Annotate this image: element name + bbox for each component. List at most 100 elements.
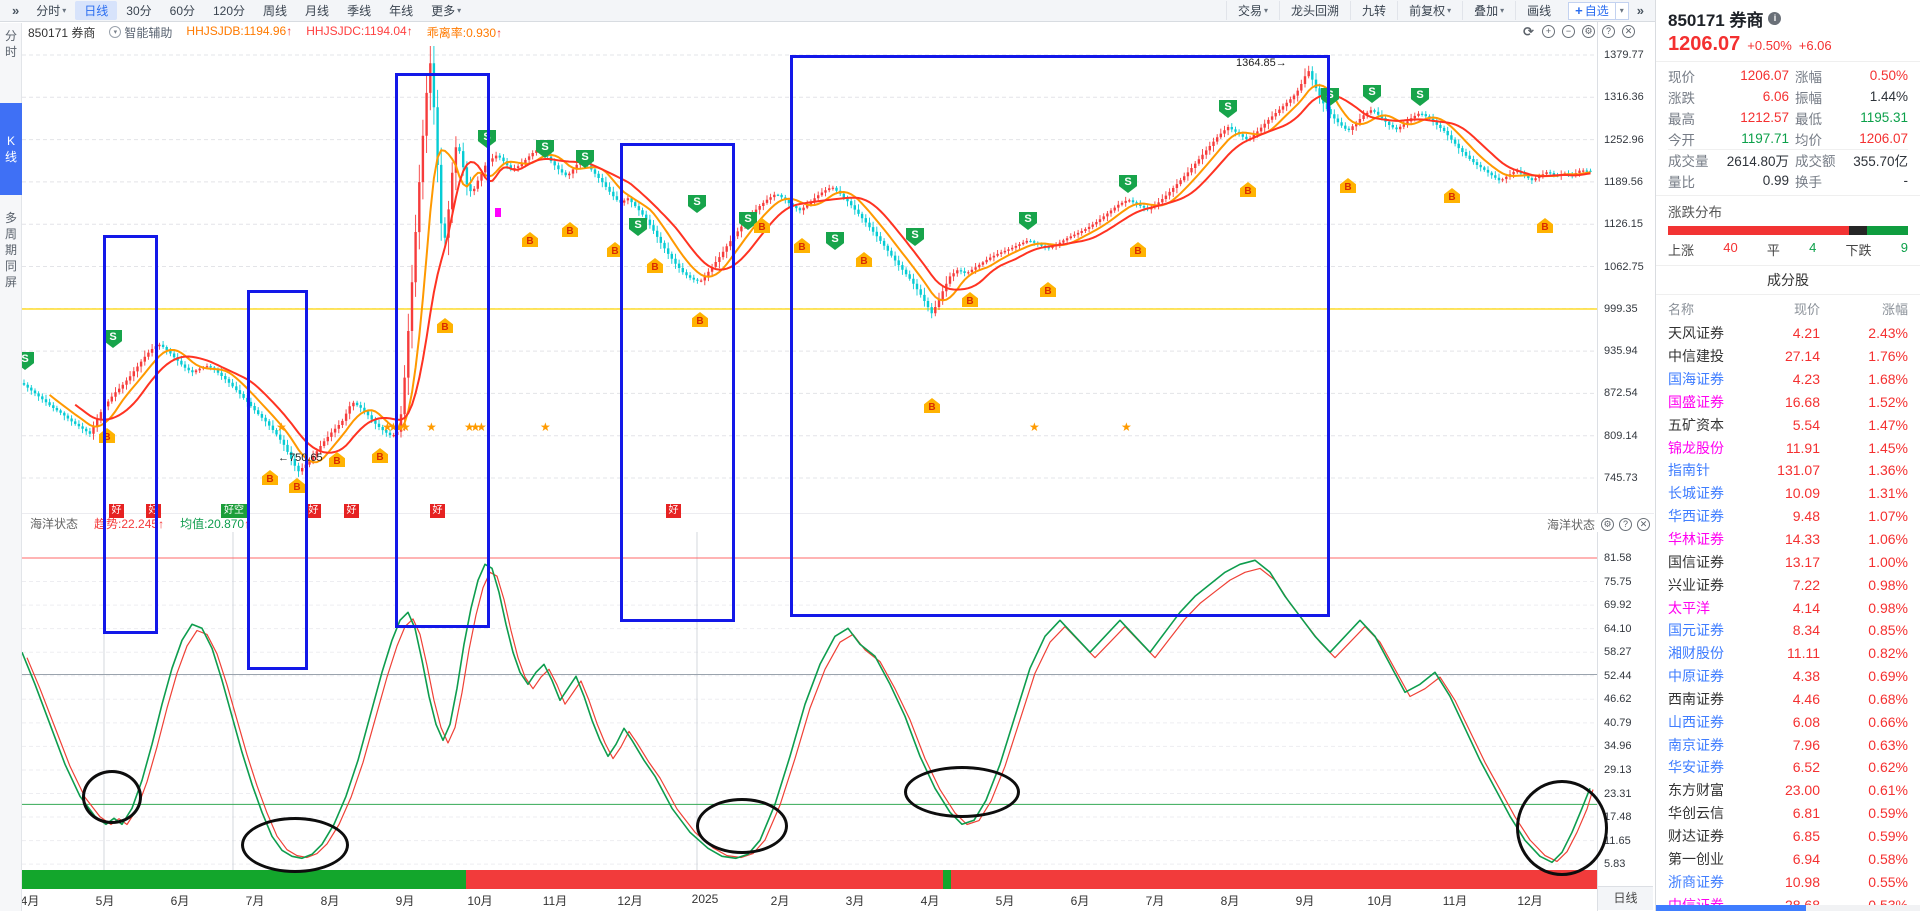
stock-name: 国信证券 — [1668, 553, 1724, 570]
tools-toolbar: 交易 ▾ 龙头回溯 九转 前复权 ▾ 叠加 ▾ 画线 + 自选 ▾ » — [1226, 0, 1652, 21]
stock-price: 4.21 — [1792, 325, 1820, 342]
chart-controls: ⟳ + − ⚙? ✕ — [1522, 25, 1635, 38]
chart-close-icon[interactable]: ✕ — [1622, 25, 1635, 38]
period-footer-tab[interactable]: 日线 — [1598, 886, 1653, 910]
stock-change: 0.66% — [1868, 713, 1908, 730]
component-row[interactable]: 南京证券 7.96 0.63% — [1656, 733, 1920, 756]
period-tab-8[interactable]: 年线 — [389, 4, 414, 18]
period-tab-5[interactable]: 周线 — [263, 4, 288, 18]
component-row[interactable]: 长城证券 10.09 1.31% — [1656, 482, 1920, 505]
component-row[interactable]: 中原证券 4.38 0.69% — [1656, 665, 1920, 688]
change-percent: +0.50% — [1747, 38, 1792, 53]
stock-name: 五矿资本 — [1668, 416, 1724, 433]
indicator-mean-value: 均值:20.870↑ — [180, 516, 251, 531]
stock-price: 13.17 — [1784, 553, 1820, 570]
zoom-in-icon[interactable]: + — [1542, 25, 1555, 38]
component-row[interactable]: 华西证券 9.48 1.07% — [1656, 505, 1920, 528]
month-label: 7月 — [1145, 894, 1165, 908]
sidebar-item-1[interactable]: K 线 — [0, 103, 22, 195]
tool-button-3[interactable]: 前复权 ▾ — [1397, 1, 1462, 20]
panel-scrollbar[interactable] — [1656, 905, 1920, 911]
tool-button-1[interactable]: 龙头回溯 — [1279, 1, 1350, 20]
stat-row: 现价 1206.07 涨幅 0.50% — [1668, 65, 1908, 86]
indicator-header: 海洋状态 趋势:22.245↑ 均值:20.870↑ 海洋状态 ⚙? ✕ — [22, 513, 1654, 532]
chart-settings-icon[interactable]: ⚙ — [1582, 25, 1595, 38]
component-row[interactable]: 湘财股份 11.11 0.82% — [1656, 642, 1920, 665]
component-row[interactable]: 东方财富 23.00 0.61% — [1656, 779, 1920, 802]
distribution-title: 涨跌分布 — [1668, 205, 1722, 220]
component-row[interactable]: 兴业证券 7.22 0.98% — [1656, 573, 1920, 596]
stock-price: 4.23 — [1792, 371, 1820, 388]
component-row[interactable]: 国信证券 13.17 1.00% — [1656, 550, 1920, 573]
stock-name: 锦龙股份 — [1668, 439, 1724, 456]
component-row[interactable]: 中信建投 27.14 1.76% — [1656, 345, 1920, 368]
stat-label: 量比 — [1668, 174, 1695, 190]
panel-symbol: 850171 券商 — [1668, 11, 1764, 30]
favorite-label: 自选 — [1584, 4, 1609, 18]
month-label: 4月 — [920, 894, 940, 908]
stock-name: 山西证券 — [1668, 713, 1724, 730]
period-tab-4[interactable]: 120分 — [213, 4, 246, 18]
zoom-out-icon[interactable]: − — [1562, 25, 1575, 38]
chart-help-icon[interactable]: ? — [1602, 25, 1615, 38]
stat-row: 今开 1197.71 均价 1206.07 — [1668, 128, 1908, 149]
info-icon[interactable]: i — [1768, 12, 1782, 25]
stock-name: 第一创业 — [1668, 850, 1724, 867]
period-tab-3[interactable]: 60分 — [169, 4, 195, 18]
tool-button-2[interactable]: 九转 — [1350, 1, 1397, 20]
period-tab-7[interactable]: 季线 — [347, 4, 372, 18]
chevron-down-icon: ▾ — [1264, 6, 1269, 15]
component-row[interactable]: 天风证券 4.21 2.43% — [1656, 322, 1920, 345]
expand-toolbar-icon[interactable]: » — [1636, 3, 1644, 18]
component-row[interactable]: 指南针 131.07 1.36% — [1656, 459, 1920, 482]
component-row[interactable]: 太平洋 4.14 0.98% — [1656, 596, 1920, 619]
component-row[interactable]: 华创云信 6.81 0.59% — [1656, 802, 1920, 825]
sub-close-icon[interactable]: ✕ — [1637, 518, 1650, 531]
up-arrow-icon: ↑ — [158, 516, 165, 531]
stock-price: 5.54 — [1792, 416, 1820, 433]
stock-name: 中原证券 — [1668, 668, 1724, 685]
period-tab-2[interactable]: 30分 — [126, 4, 152, 18]
component-row[interactable]: 国盛证券 16.68 1.52% — [1656, 391, 1920, 414]
stat-label: 均价 — [1795, 132, 1822, 148]
candlestick-plot[interactable] — [22, 42, 1597, 872]
component-row[interactable]: 第一创业 6.94 0.58% — [1656, 847, 1920, 870]
component-row[interactable]: 锦龙股份 11.91 1.45% — [1656, 436, 1920, 459]
sub-help-icon[interactable]: ? — [1619, 518, 1632, 531]
stat-value: 1195.31 — [1860, 110, 1908, 125]
component-row[interactable]: 华林证券 14.33 1.06% — [1656, 528, 1920, 551]
period-tab-9[interactable]: 更多 ▾ — [431, 4, 462, 18]
tool-button-5[interactable]: 画线 — [1515, 1, 1562, 20]
favorite-caret-icon[interactable]: ▾ — [1614, 2, 1628, 19]
stat-value: 1212.57 — [1740, 110, 1789, 125]
period-tab-0[interactable]: 分时 ▾ — [36, 4, 67, 18]
component-row[interactable]: 五矿资本 5.54 1.47% — [1656, 413, 1920, 436]
collapse-toolbar-icon[interactable]: » — [12, 3, 20, 18]
sidebar-item-0[interactable]: 分 时 — [4, 29, 17, 59]
add-favorite-button[interactable]: + 自选 ▾ — [1568, 1, 1629, 20]
trend-color-bar — [943, 870, 951, 889]
component-row[interactable]: 山西证券 6.08 0.66% — [1656, 710, 1920, 733]
component-row[interactable]: 华安证券 6.52 0.62% — [1656, 756, 1920, 779]
component-row[interactable]: 西南证券 4.46 0.68% — [1656, 688, 1920, 711]
period-tab-6[interactable]: 月线 — [305, 4, 330, 18]
component-row[interactable]: 国海证券 4.23 1.68% — [1656, 368, 1920, 391]
stock-price: 9.48 — [1792, 508, 1820, 525]
chevron-down-icon: ▾ — [457, 6, 462, 15]
smart-assist-toggle[interactable]: ▾ 智能辅助 — [109, 24, 172, 41]
tool-button-0[interactable]: 交易 ▾ — [1226, 1, 1279, 20]
tool-button-4[interactable]: 叠加 ▾ — [1462, 1, 1515, 20]
component-row[interactable]: 国元证券 8.34 0.85% — [1656, 619, 1920, 642]
stock-change: 1.07% — [1868, 508, 1908, 525]
chart-refresh-icon[interactable]: ⟳ — [1522, 24, 1535, 39]
panel-scrollbar-thumb[interactable] — [1656, 905, 1806, 911]
distribution-segment — [1867, 226, 1908, 235]
component-row[interactable]: 浙商证券 10.98 0.55% — [1656, 870, 1920, 893]
component-row[interactable]: 财达证券 6.85 0.59% — [1656, 825, 1920, 848]
indicator-trend-value: 趋势:22.245↑ — [94, 516, 165, 531]
stat-label: 成交量 — [1668, 154, 1709, 169]
period-tab-1[interactable]: 日线 — [75, 1, 118, 20]
stock-price: 6.81 — [1792, 805, 1820, 822]
sidebar-item-2[interactable]: 多 周 期 同 屏 — [4, 211, 17, 289]
sub-settings-icon[interactable]: ⚙ — [1601, 518, 1614, 531]
